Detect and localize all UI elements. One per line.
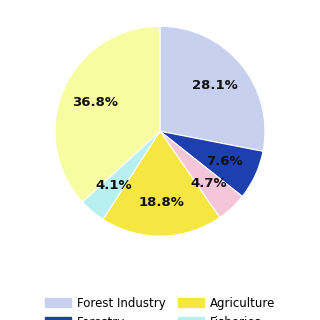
Text: 36.8%: 36.8% [72, 96, 118, 109]
Text: 28.1%: 28.1% [192, 79, 238, 92]
Text: 4.1%: 4.1% [96, 179, 132, 192]
Legend: Forest Industry, Forestry, ...d Biofuels, Agriculture, Fisheries: Forest Industry, Forestry, ...d Biofuels… [42, 293, 278, 320]
Text: 4.7%: 4.7% [190, 177, 227, 190]
Text: 18.8%: 18.8% [138, 196, 184, 209]
Wedge shape [83, 131, 160, 219]
Wedge shape [103, 131, 220, 236]
Wedge shape [160, 26, 265, 151]
Wedge shape [160, 131, 242, 218]
Wedge shape [55, 26, 160, 202]
Wedge shape [160, 131, 263, 196]
Text: 7.6%: 7.6% [206, 155, 243, 168]
